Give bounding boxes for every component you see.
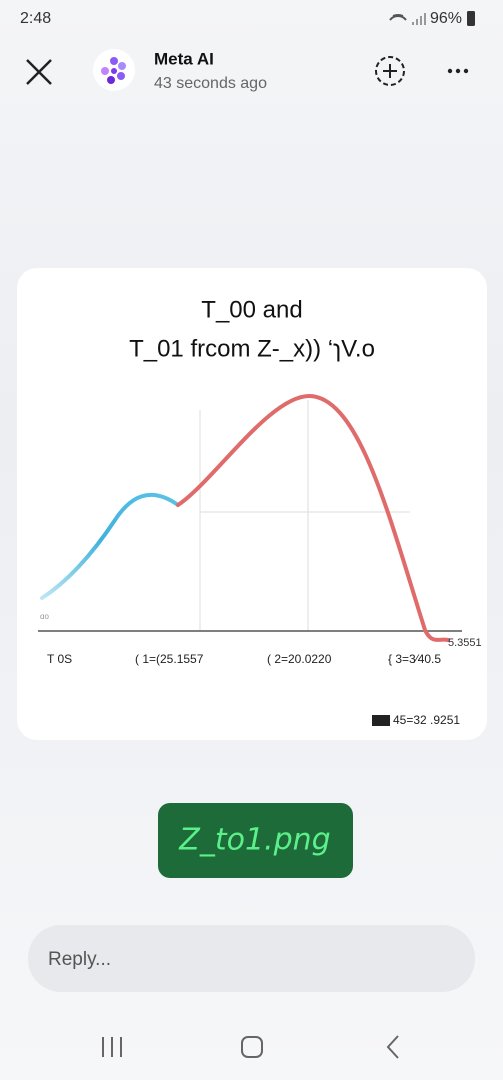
wifi-icon [389,14,407,21]
image-title-line: T_01 frcom Z-_x)) ‘ɿV.o [129,335,375,362]
caption-box [158,803,353,878]
battery-level: 96% [430,10,462,27]
status-time: 2:48 [20,10,51,27]
image-left-label: ɑo [40,612,49,621]
nav-home[interactable] [241,1036,263,1058]
image-x-label: ( 1=(25.1557 [135,652,204,666]
image-right-label: 5.3551 [448,637,482,649]
signal-icon [412,13,426,25]
image-x-label: ( 2=20.0220 [267,652,332,666]
chat-subtitle: 43 seconds ago [154,75,267,92]
image-x-label: { 3=3⁄40.5 [388,652,441,666]
image-legend: 45=32 .9251 [393,713,460,727]
chat-name: Meta AI [154,49,214,68]
close-button[interactable] [26,59,52,85]
add-button[interactable] [375,56,405,86]
image-curve-blue [40,493,180,600]
reply-input[interactable] [28,925,475,992]
image-guides [199,400,410,631]
battery-icon [467,11,475,26]
avatar-logo [101,57,126,84]
add-icon [383,64,397,78]
image-title-line: T_00 and [201,296,302,323]
caption-text: Z_to1.png [178,823,330,858]
image-x-label: T 0S [47,652,72,666]
image-card[interactable] [17,268,487,740]
image-curve-red [176,393,450,642]
nav-recents[interactable] [102,1037,122,1057]
nav-back[interactable] [386,1035,399,1059]
more-button[interactable] [447,68,469,74]
reply-placeholder: Reply... [48,949,111,970]
image-legend-swatch [372,715,390,726]
